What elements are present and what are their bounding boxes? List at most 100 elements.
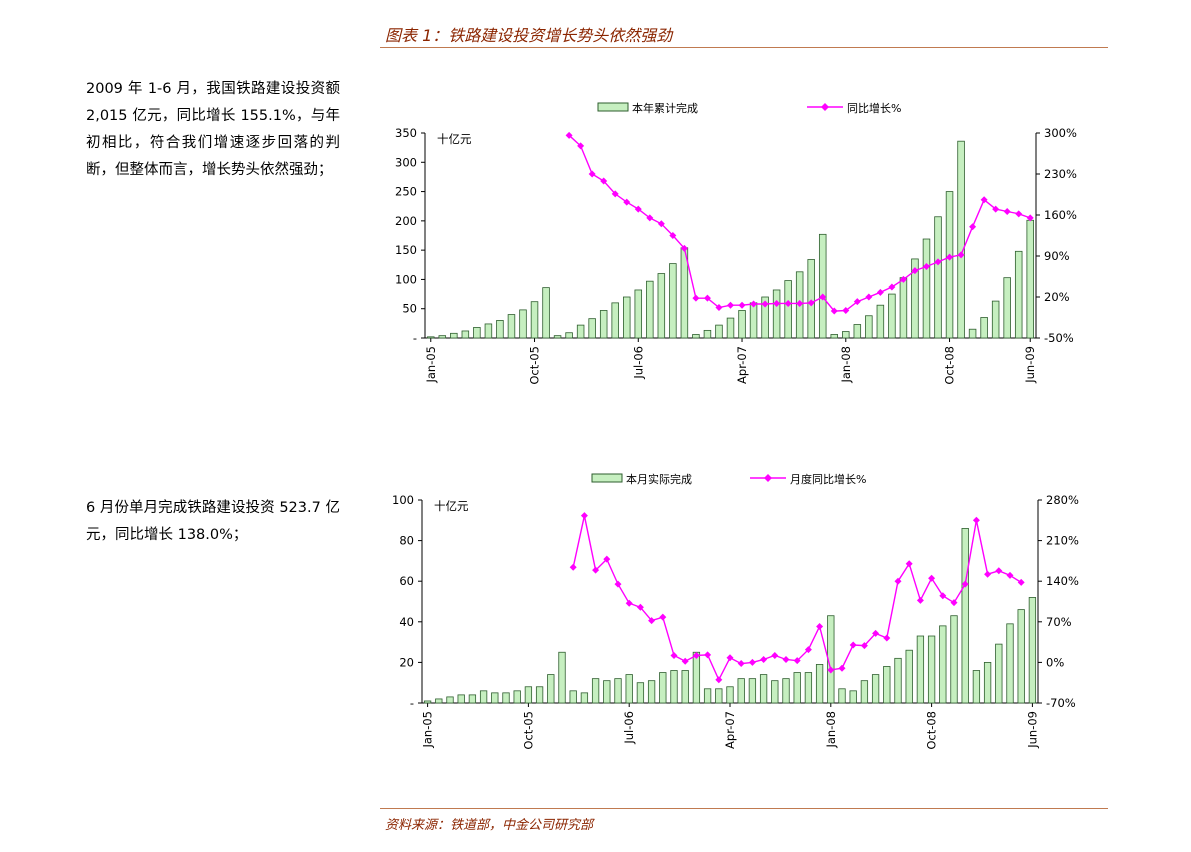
growth-point: [946, 253, 954, 261]
growth-point: [961, 580, 969, 588]
legend-bar-label: 本年累计完成: [632, 101, 698, 115]
bar: [853, 324, 862, 339]
growth-point: [872, 629, 880, 637]
growth-point: [657, 220, 665, 228]
growth-point: [838, 664, 846, 672]
legend-line-marker: [764, 474, 772, 482]
bar: [423, 700, 432, 704]
bar: [681, 670, 689, 704]
bar: [634, 289, 643, 339]
left-tick-label: 250: [395, 185, 417, 199]
bar: [703, 329, 712, 339]
bar: [772, 289, 781, 339]
growth-point: [1006, 571, 1014, 579]
growth-point: [569, 563, 577, 571]
commentary-monthly: 6 月份单月完成铁路建设投资 523.7 亿元，同比增长 138.0%；: [86, 500, 340, 543]
bar: [468, 694, 477, 704]
growth-point: [715, 676, 723, 684]
left-tick-label: 40: [399, 615, 414, 629]
commentary-ytd: 2009 年 1-6 月，我国铁路建设投资额 2,015 亿元，同比增长 155…: [86, 81, 340, 178]
x-tick-label: Jul-06: [631, 346, 645, 380]
right-tick-label: 300%: [1044, 126, 1077, 140]
bar: [865, 315, 873, 339]
right-tick-label: -50%: [1044, 331, 1074, 345]
bar: [945, 191, 954, 339]
bar: [916, 635, 925, 704]
growth-point: [670, 651, 678, 659]
bar: [530, 301, 539, 339]
bar: [519, 309, 527, 339]
bar: [761, 296, 769, 339]
growth-point: [750, 300, 758, 308]
bar: [438, 335, 447, 339]
bar: [983, 661, 992, 704]
bar: [871, 674, 880, 704]
right-tick-label: 20%: [1044, 290, 1070, 304]
growth-point: [1015, 210, 1023, 218]
growth-point: [842, 306, 850, 314]
bar: [980, 317, 988, 339]
bar: [692, 651, 701, 704]
growth-point: [888, 283, 896, 291]
bar: [625, 674, 633, 704]
growth-point: [648, 617, 656, 625]
x-tick-label: Jan-05: [421, 711, 435, 749]
growth-point: [911, 267, 919, 275]
right-tick-label: 210%: [1046, 534, 1079, 548]
left-tick-label: 100: [395, 272, 417, 286]
growth-point: [760, 656, 768, 663]
growth-point: [793, 657, 801, 665]
title-rule: [380, 47, 1108, 48]
bar: [876, 304, 885, 339]
x-tick-label: Oct-05: [521, 711, 535, 750]
growth-point: [1017, 578, 1025, 586]
growth-point: [939, 592, 947, 600]
bar: [883, 666, 891, 704]
growth-point: [984, 570, 992, 578]
bar: [771, 680, 779, 704]
growth-point: [603, 555, 611, 563]
legend-bar-swatch: [591, 473, 623, 483]
growth-point: [804, 646, 812, 654]
bar: [569, 690, 577, 704]
growth-point: [692, 651, 700, 659]
bar: [961, 528, 969, 704]
bar: [849, 690, 857, 704]
bar: [830, 334, 838, 339]
bar: [950, 615, 958, 704]
bar: [894, 657, 902, 704]
growth-point: [738, 301, 746, 309]
bar: [473, 327, 481, 339]
growth-point: [600, 177, 608, 185]
bar: [807, 259, 815, 339]
x-tick-label: Apr-07: [723, 711, 737, 749]
growth-point: [577, 142, 585, 150]
bar: [636, 682, 645, 704]
growth-point: [796, 299, 804, 307]
growth-point: [816, 622, 824, 630]
bar: [759, 674, 768, 704]
x-tick-label: Jun-09: [1025, 711, 1039, 749]
growth-point: [669, 232, 677, 239]
bar: [513, 690, 521, 704]
growth-point: [771, 651, 779, 659]
growth-point: [899, 275, 907, 283]
bar: [670, 670, 678, 704]
x-tick-label: Jan-05: [424, 346, 438, 384]
bar: [502, 692, 510, 704]
growth-point: [916, 596, 924, 604]
bar: [507, 314, 516, 339]
bar: [1014, 250, 1023, 339]
bar: [860, 680, 869, 704]
bar: [542, 287, 550, 339]
bar: [1017, 609, 1025, 704]
growth-point: [922, 263, 930, 271]
growth-point: [580, 512, 588, 520]
growth-point: [860, 642, 868, 650]
source-note: 资料来源：铁道部，中金公司研究部: [385, 818, 594, 833]
right-tick-label: 90%: [1044, 249, 1070, 263]
bar: [715, 688, 723, 704]
bar: [911, 258, 919, 339]
left-tick-label: 20: [399, 655, 414, 669]
bar: [588, 318, 596, 339]
